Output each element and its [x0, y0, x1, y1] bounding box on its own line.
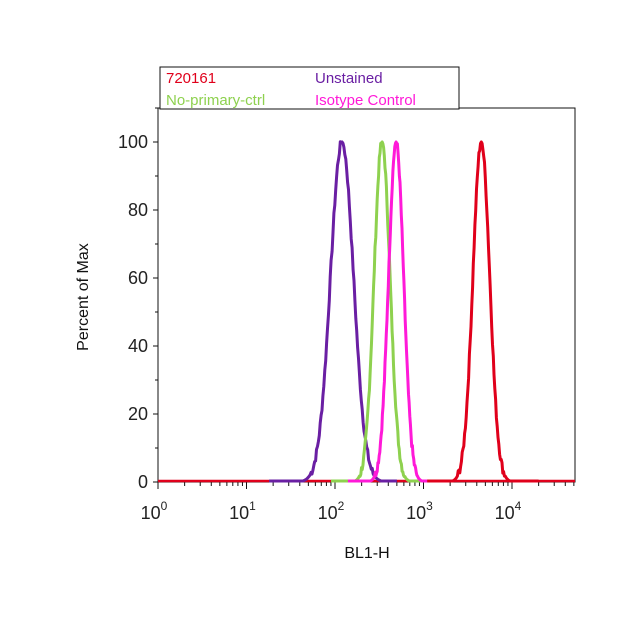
series-line-isotype-control: [347, 140, 440, 483]
legend-item-isotype-control: Isotype Control: [315, 92, 416, 109]
legend: 720161 Unstained No-primary-ctrl Isotype…: [159, 66, 460, 110]
series-line-720161: [426, 140, 540, 483]
x-axis: 100 101 102 103 104: [141, 482, 522, 523]
legend-box: [159, 66, 460, 110]
x-axis-title: BL1-H: [344, 545, 389, 562]
x-tick-label: 100: [141, 499, 168, 523]
y-tick-label: 60: [128, 268, 148, 288]
y-tick-label: 20: [128, 404, 148, 424]
histogram-curves: [158, 140, 575, 483]
x-tick-label: 103: [406, 499, 433, 523]
y-tick-label: 40: [128, 336, 148, 356]
legend-item-no-primary-ctrl: No-primary-ctrl: [166, 92, 265, 109]
y-axis-title: Percent of Max: [75, 243, 92, 351]
y-tick-label: 100: [118, 132, 148, 152]
x-tick-label: 101: [229, 499, 256, 523]
x-tick-label: 104: [495, 499, 522, 523]
x-tick-label: 102: [318, 499, 345, 523]
y-tick-label: 0: [138, 472, 148, 492]
series-line-no-primary-ctrl: [330, 140, 432, 483]
legend-item-720161: 720161: [166, 70, 216, 87]
legend-item-unstained: Unstained: [315, 70, 383, 87]
y-axis: 0 20 40 60 80 100: [118, 107, 158, 492]
minor-ticks: [184, 482, 575, 486]
y-tick-label: 80: [128, 200, 148, 220]
